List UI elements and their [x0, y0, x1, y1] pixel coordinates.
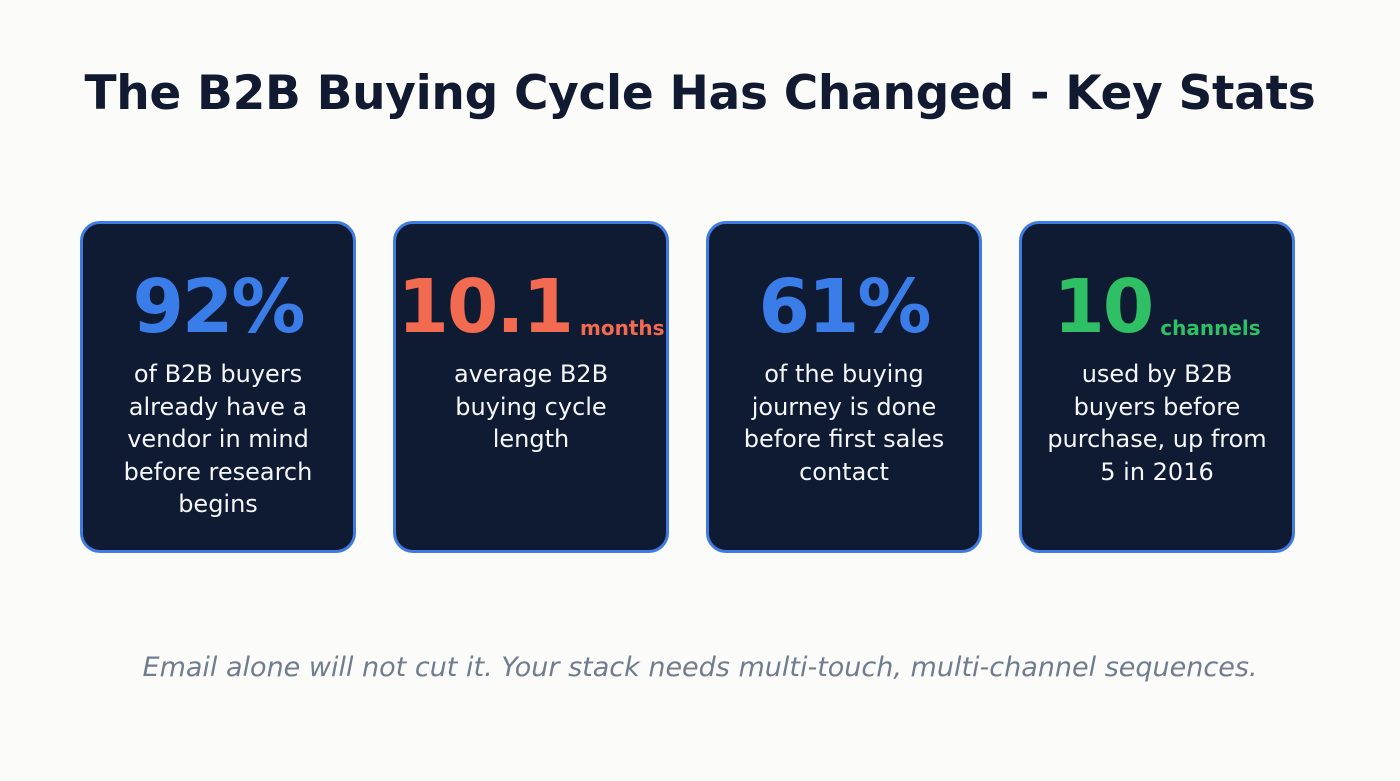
- stat-card-journey-done: 61% of the buying journey is done before…: [706, 221, 982, 553]
- stat-line: 10 channels: [1022, 264, 1292, 344]
- stat-line: 61%: [709, 264, 979, 344]
- stat-unit: channels: [1160, 316, 1261, 340]
- stat-description: average B2B buying cycle length: [453, 360, 609, 453]
- stat-description: used by B2B buyers before purchase, up f…: [1047, 360, 1267, 486]
- stat-card-cycle-length: 10.1 months average B2B buying cycle len…: [393, 221, 669, 553]
- stat-unit: months: [580, 316, 665, 340]
- stat-line: 10.1 months: [396, 264, 666, 344]
- stat-value: 61%: [758, 264, 931, 350]
- stat-value: 10.1: [397, 264, 574, 350]
- stat-card-vendor-in-mind: 92% of B2B buyers already have a vendor …: [80, 221, 356, 553]
- page-title: The B2B Buying Cycle Has Changed - Key S…: [84, 66, 1316, 121]
- stat-line: 92%: [83, 264, 353, 344]
- stat-description: of the buying journey is done before fir…: [743, 360, 945, 486]
- stat-value: 92%: [132, 264, 305, 350]
- stat-value: 10: [1053, 264, 1154, 350]
- stats-cards: 92% of B2B buyers already have a vendor …: [80, 221, 1295, 553]
- stat-description: of B2B buyers already have a vendor in m…: [123, 360, 313, 518]
- footer-note: Email alone will not cut it. Your stack …: [142, 652, 1258, 683]
- stat-card-channels: 10 channels used by B2B buyers before pu…: [1019, 221, 1295, 553]
